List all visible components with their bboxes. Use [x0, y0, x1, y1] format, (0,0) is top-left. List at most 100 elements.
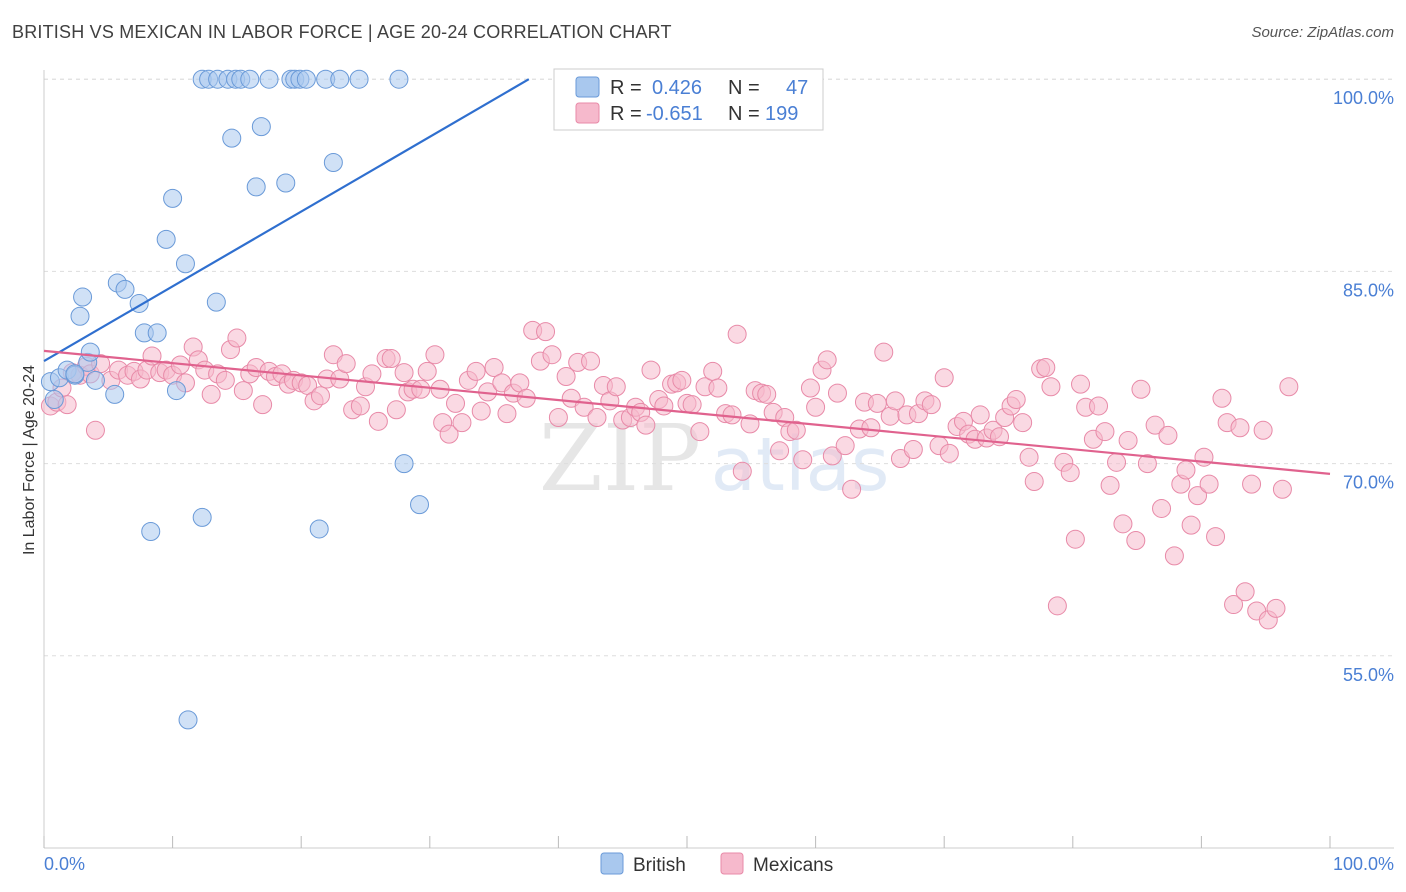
mexicans-point-138 — [903, 440, 923, 460]
british-series — [40, 69, 430, 730]
mexicans-point-109 — [727, 324, 747, 344]
british-point-11 — [105, 384, 125, 404]
mexicans-point-198 — [1266, 598, 1286, 618]
british-trend-line — [43, 78, 530, 363]
mexicans-point-42 — [310, 386, 330, 406]
mexicans-point-55 — [394, 363, 414, 383]
british-point-45 — [141, 522, 161, 542]
mexicans-point-120 — [793, 450, 813, 470]
mexicans-legend-label: Mexicans — [753, 855, 833, 876]
mexicans-point-177 — [1137, 454, 1157, 474]
british-legend-swatch — [575, 76, 600, 98]
mexicans-point-192 — [1230, 418, 1250, 438]
british-point-39 — [323, 153, 343, 173]
british-point-43 — [394, 454, 414, 474]
british-point-47 — [309, 519, 329, 539]
x-ticks — [43, 836, 1331, 848]
mexicans-point-189 — [1212, 388, 1232, 408]
british-point-37 — [296, 69, 316, 89]
mexicans-point-180 — [1158, 425, 1178, 445]
mexicans-point-50 — [362, 364, 382, 384]
british-bottom-swatch — [600, 852, 624, 875]
british-point-41 — [349, 69, 369, 89]
mexicans-point-60 — [425, 345, 445, 365]
mexicans-point-188 — [1206, 527, 1226, 547]
british-point-16 — [147, 323, 167, 343]
mexicans-point-27 — [215, 370, 235, 390]
british-r-value: 0.426 — [652, 77, 702, 99]
mexicans-point-135 — [885, 391, 905, 411]
mexicans-point-106 — [708, 378, 728, 398]
mexicans-point-176 — [1131, 379, 1151, 399]
mexicans-point-80 — [548, 407, 568, 427]
mexicans-point-59 — [417, 361, 437, 381]
mexicans-point-171 — [1100, 475, 1120, 495]
axes — [43, 70, 1394, 849]
british-legend-label: British — [633, 855, 686, 876]
mexicans-point-193 — [1235, 582, 1255, 602]
mexicans-point-174 — [1118, 431, 1138, 451]
mexicans-point-122 — [806, 397, 826, 417]
british-point-19 — [166, 381, 186, 401]
british-point-30 — [246, 177, 266, 197]
mexicans-point-183 — [1176, 460, 1196, 480]
mexicans-point-70 — [484, 358, 504, 378]
mexicans-point-181 — [1164, 546, 1184, 566]
mexicans-point-100 — [672, 370, 692, 390]
mexicans-point-78 — [536, 322, 556, 342]
british-point-6 — [65, 364, 85, 384]
british-point-33 — [276, 173, 296, 193]
mexicans-point-97 — [654, 396, 674, 416]
mexicans-point-141 — [921, 395, 941, 415]
mexicans-r-value: -0.651 — [646, 103, 703, 125]
y-tick-label-3: 55.0% — [1343, 665, 1394, 685]
british-point-26 — [222, 128, 242, 148]
mexicans-point-67 — [466, 361, 486, 381]
x-tick-label-min: 0.0% — [44, 854, 85, 874]
mexicans-point-127 — [835, 436, 855, 456]
mexicans-point-187 — [1199, 474, 1219, 494]
x-tick-label-max: 100.0% — [1333, 854, 1394, 874]
mexicans-point-191 — [1224, 595, 1244, 615]
mexicans-point-194 — [1242, 474, 1262, 494]
mexicans-point-164 — [1060, 463, 1080, 483]
mexicans-point-33 — [253, 395, 273, 415]
mexicans-point-95 — [641, 360, 661, 380]
mexicans-point-128 — [842, 479, 862, 499]
mexicans-point-103 — [690, 422, 710, 442]
chart-source: Source: ZipAtlas.com — [1251, 24, 1394, 41]
mexicans-point-178 — [1145, 415, 1165, 435]
mexicans-point-8 — [85, 420, 105, 440]
mexicans-point-184 — [1181, 515, 1201, 535]
mexicans-point-124 — [817, 350, 837, 370]
british-point-7 — [70, 306, 90, 326]
mexicans-point-68 — [471, 401, 491, 421]
british-point-42 — [389, 69, 409, 89]
y-tick-label-1: 85.0% — [1343, 280, 1394, 300]
mexicans-legend-swatch — [575, 102, 600, 124]
y-axis-label: In Labor Force | Age 20-24 — [21, 365, 38, 555]
british-point-29 — [240, 69, 260, 89]
mexicans-point-144 — [939, 443, 959, 463]
mexicans-point-199 — [1272, 479, 1292, 499]
mexicans-bottom-swatch — [720, 852, 744, 875]
mexicans-point-65 — [452, 413, 472, 433]
mexicans-point-119 — [786, 420, 806, 440]
british-point-40 — [330, 69, 350, 89]
mexicans-point-166 — [1071, 374, 1091, 394]
british-point-1 — [44, 390, 64, 410]
mexicans-point-143 — [934, 368, 954, 388]
mexicans-point-58 — [411, 379, 431, 399]
mexicans-r-label: R = — [610, 103, 642, 125]
chart-title: BRITISH VS MEXICAN IN LABOR FORCE | AGE … — [12, 22, 672, 42]
mexicans-point-86 — [587, 407, 607, 427]
mexicans-point-105 — [703, 361, 723, 381]
mexicans-point-85 — [581, 351, 601, 371]
mexicans-point-63 — [439, 424, 459, 444]
british-r-label: R = — [610, 77, 642, 99]
british-point-31 — [251, 117, 271, 137]
mexicans-point-126 — [827, 383, 847, 403]
british-n-value: 47 — [786, 77, 808, 99]
mexicans-point-79 — [542, 345, 562, 365]
